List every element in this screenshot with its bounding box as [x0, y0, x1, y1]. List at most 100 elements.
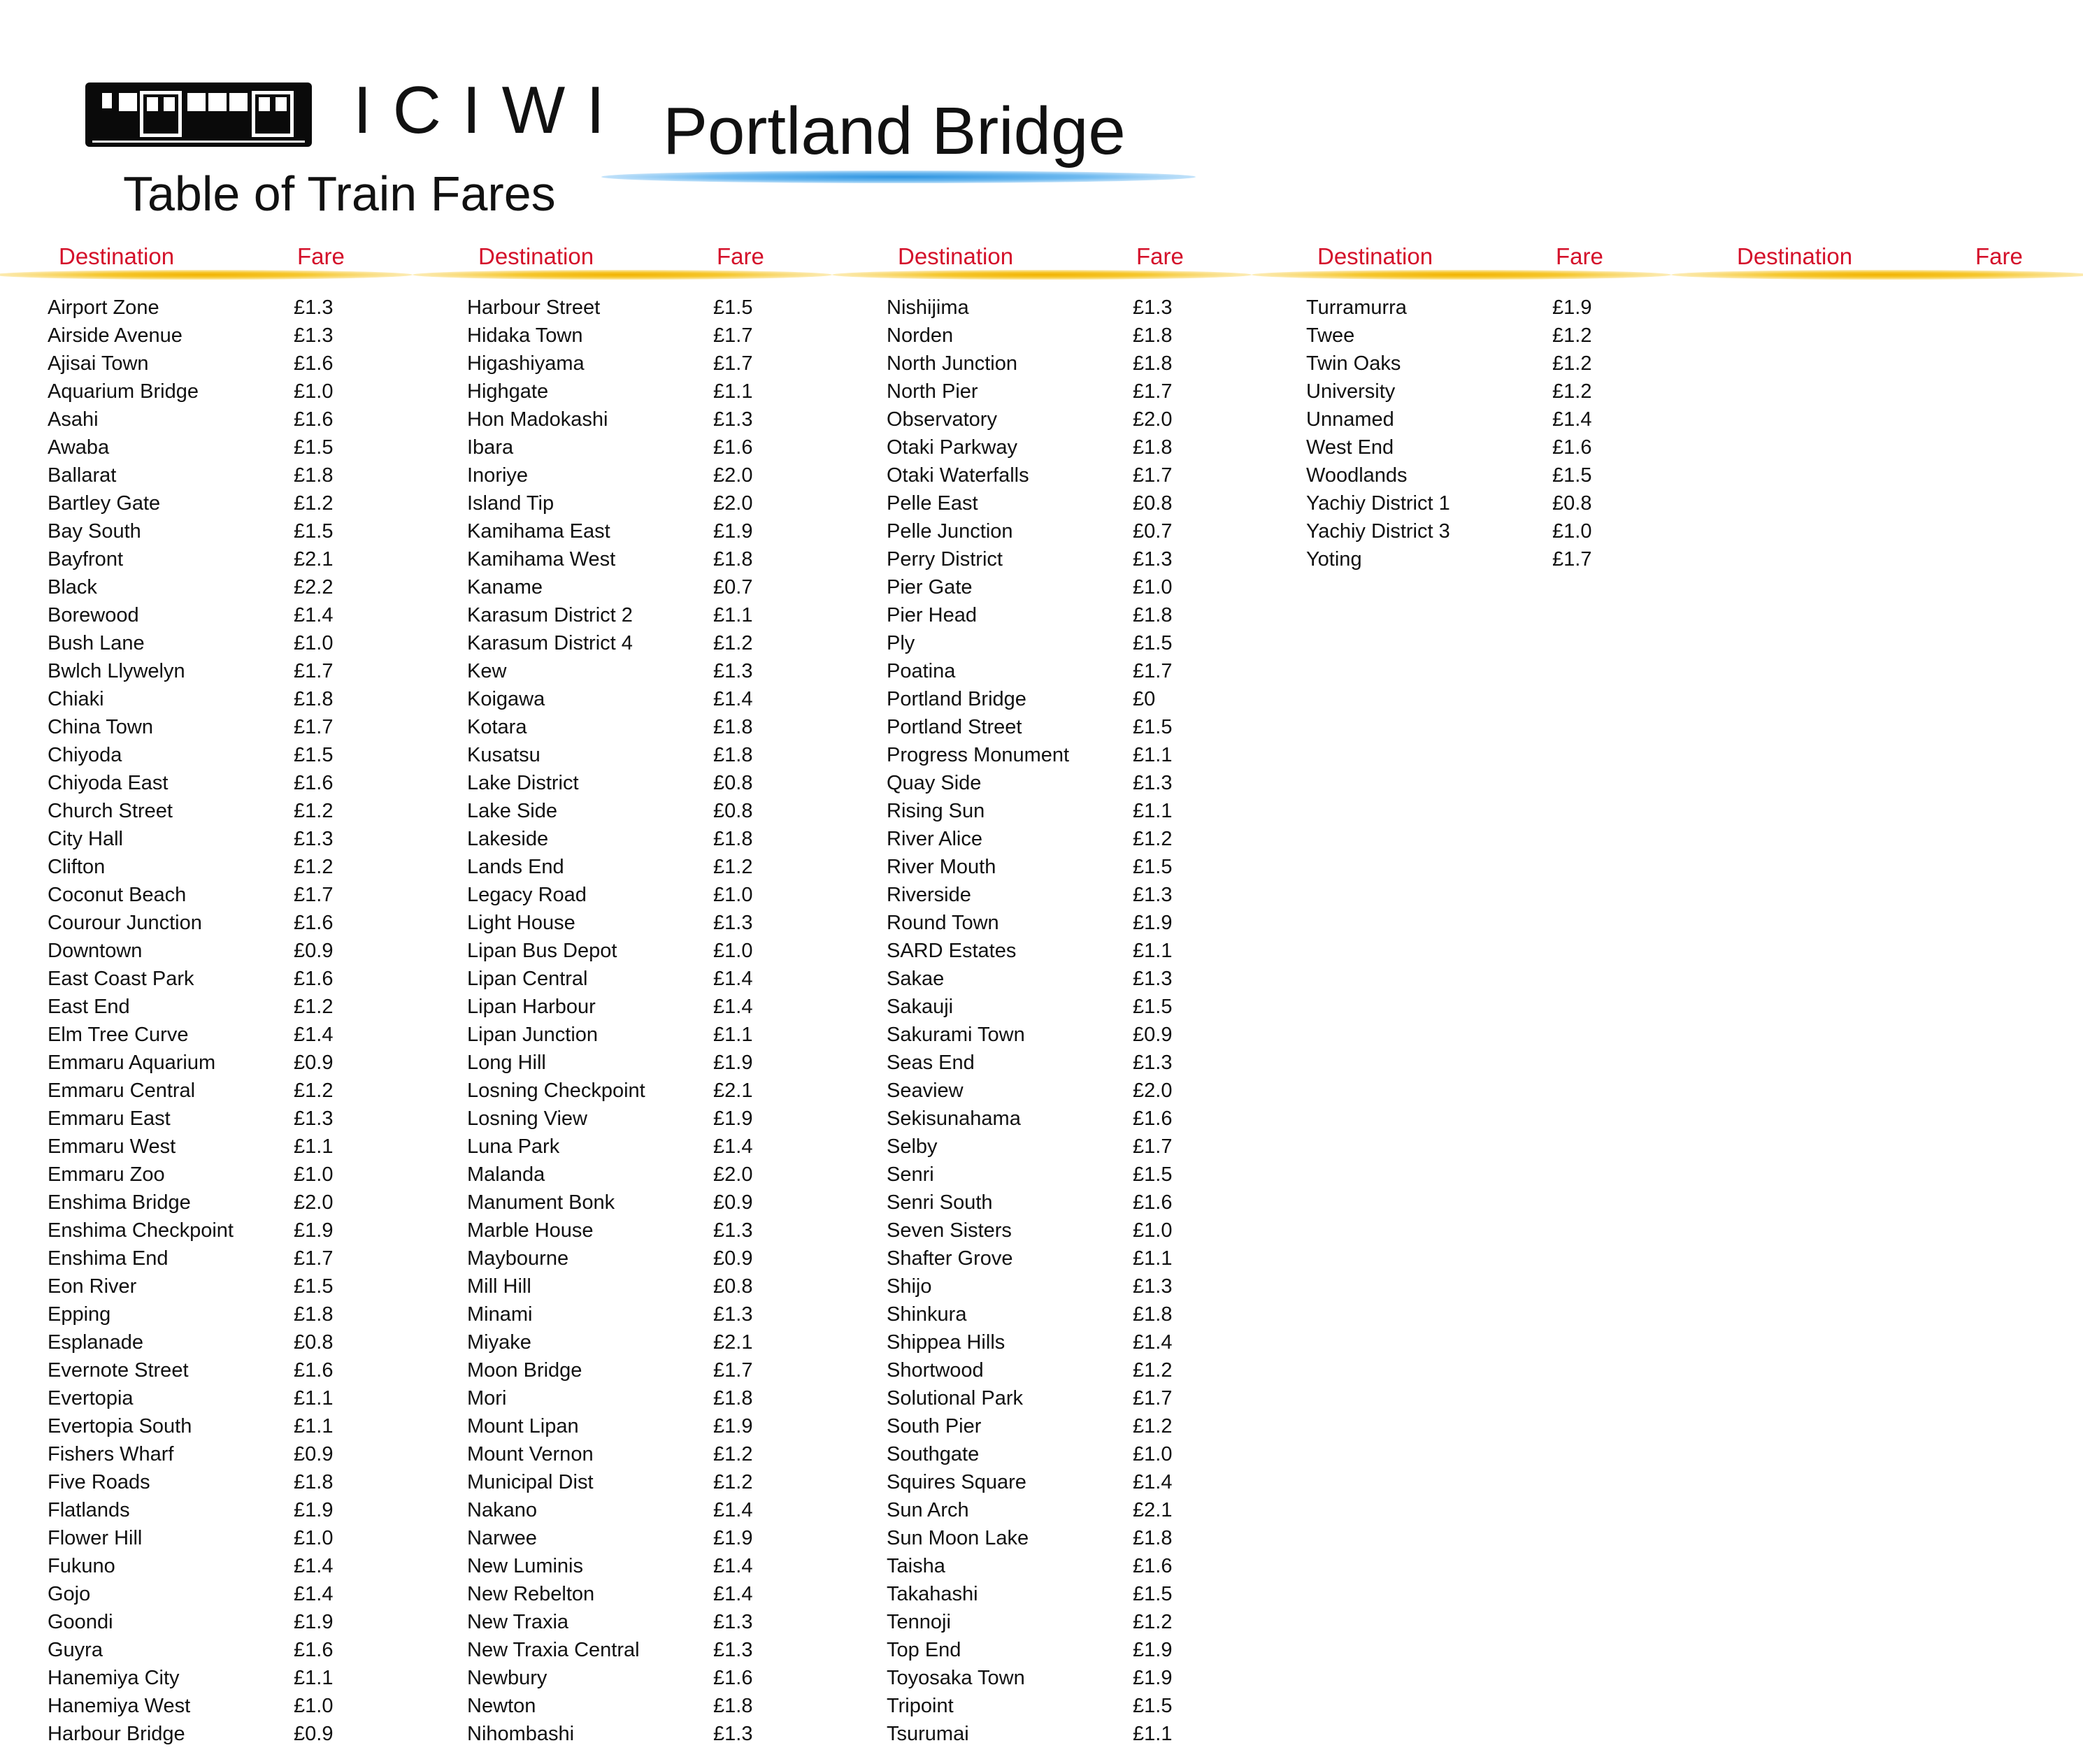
destination-name: Taisha — [887, 1555, 945, 1577]
fare-value: £1.1 — [713, 1024, 753, 1046]
table-row: Pelle East £0.8 — [839, 489, 1259, 517]
fare-value: £1.7 — [713, 352, 753, 375]
fare-value: £1.9 — [294, 1219, 334, 1242]
destination-name: Yachiy District 1 — [1306, 492, 1450, 515]
fare-value: £1.8 — [1133, 436, 1173, 459]
destination-name: East Coast Park — [48, 968, 194, 990]
fare-value: £1.4 — [1552, 408, 1592, 431]
fare-value: £1.2 — [1133, 828, 1173, 850]
table-row: Ibara £1.6 — [420, 433, 839, 461]
destination-name: Southgate — [887, 1443, 980, 1465]
station-title: Portland Bridge — [663, 94, 1126, 168]
destination-name: SARD Estates — [887, 940, 1017, 962]
fare-value: £0.8 — [713, 772, 753, 794]
fare-value: £2.0 — [1133, 408, 1173, 431]
fare-value: £1.2 — [713, 1443, 753, 1465]
table-row: Light House £1.3 — [420, 909, 839, 937]
table-row: Emmaru Aquarium £0.9 — [0, 1049, 420, 1077]
destination-name: Observatory — [887, 408, 997, 431]
fare-value: £0.7 — [713, 576, 753, 598]
table-row: Minami £1.3 — [420, 1300, 839, 1328]
destination-name: Minami — [467, 1303, 533, 1326]
destination-name: Rising Sun — [887, 800, 985, 822]
destination-name: Senri — [887, 1163, 934, 1186]
destination-name: University — [1306, 380, 1396, 403]
fare-value: £1.1 — [713, 604, 753, 626]
destination-name: Inoriye — [467, 464, 529, 487]
destination-name: Shippea Hills — [887, 1331, 1005, 1354]
table-row: Hon Madokashi £1.3 — [420, 406, 839, 433]
fare-value: £1.8 — [294, 464, 334, 487]
fare-value: £1.9 — [1133, 912, 1173, 934]
fare-value: £1.6 — [1552, 436, 1592, 459]
fare-column-4: Destination Fare Turramurra £1.9 Twee £1.2 Twi… — [1252, 243, 1678, 571]
fare-value: £1.7 — [294, 716, 334, 738]
destination-name: Unnamed — [1306, 408, 1394, 431]
fare-value: £1.9 — [294, 1499, 334, 1521]
fare-value: £0.9 — [294, 940, 334, 962]
destination-name: Sakae — [887, 968, 945, 990]
table-row: Round Town £1.9 — [839, 909, 1259, 937]
table-row: Emmaru East £1.3 — [0, 1105, 420, 1133]
fare-value: £1.7 — [1133, 464, 1173, 487]
destination-name: South Pier — [887, 1415, 982, 1437]
table-row: Nihombashi £1.3 — [420, 1720, 839, 1748]
destination-name: Bay South — [48, 520, 141, 543]
table-row: Chiaki £1.8 — [0, 685, 420, 713]
fare-value: £1.5 — [713, 296, 753, 319]
fare-header: Fare — [1975, 243, 2023, 269]
table-row: Asahi £1.6 — [0, 406, 420, 433]
table-row: Downtown £0.9 — [0, 937, 420, 965]
table-row: Flower Hill £1.0 — [0, 1524, 420, 1552]
table-row: Tennoji £1.2 — [839, 1608, 1259, 1636]
fare-value: £1.6 — [1133, 1107, 1173, 1130]
destination-name: Evernote Street — [48, 1359, 189, 1382]
destination-name: Newton — [467, 1695, 536, 1717]
table-row: Narwee £1.9 — [420, 1524, 839, 1552]
fare-value: £1.1 — [294, 1387, 334, 1410]
fare-value: £1.2 — [294, 1080, 334, 1102]
table-row: Solutional Park £1.7 — [839, 1384, 1259, 1412]
destination-name: Senri South — [887, 1191, 993, 1214]
table-row: Karasum District 2 £1.1 — [420, 601, 839, 629]
table-row: Rising Sun £1.1 — [839, 797, 1259, 825]
destination-name: Church Street — [48, 800, 173, 822]
table-row: Bartley Gate £1.2 — [0, 489, 420, 517]
table-row: Five Roads £1.8 — [0, 1468, 420, 1496]
table-row: Bayfront £2.1 — [0, 545, 420, 573]
destination-name: Emmaru West — [48, 1135, 176, 1158]
destination-name: Losning Checkpoint — [467, 1080, 645, 1102]
destination-name: Legacy Road — [467, 884, 587, 906]
table-row: Ply £1.5 — [839, 629, 1259, 657]
destination-name: Karasum District 2 — [467, 604, 633, 626]
fare-value: £1.7 — [713, 324, 753, 347]
fare-value: £0.9 — [294, 1443, 334, 1465]
table-row: Elm Tree Curve £1.4 — [0, 1021, 420, 1049]
destination-name: Courour Junction — [48, 912, 202, 934]
destination-name: Manument Bonk — [467, 1191, 615, 1214]
table-row: Church Street £1.2 — [0, 797, 420, 825]
destination-name: Mount Lipan — [467, 1415, 579, 1437]
fare-value: £1.1 — [294, 1667, 334, 1689]
table-row: Esplanade £0.8 — [0, 1328, 420, 1356]
destination-name: Takahashi — [887, 1583, 978, 1605]
table-row: Lakeside £1.8 — [420, 825, 839, 853]
fare-value: £1.3 — [294, 828, 334, 850]
fare-value: £1.3 — [713, 1723, 753, 1745]
table-row: Borewood £1.4 — [0, 601, 420, 629]
fare-header: Fare — [717, 243, 764, 269]
train-logo-icon — [85, 83, 312, 147]
fare-value: £0.8 — [713, 800, 753, 822]
table-row: Shortwood £1.2 — [839, 1356, 1259, 1384]
table-row: Higashiyama £1.7 — [420, 350, 839, 378]
destination-name: Island Tip — [467, 492, 554, 515]
fare-value: £1.5 — [1133, 856, 1173, 878]
destination-name: Nakano — [467, 1499, 537, 1521]
table-row: Portland Bridge £0 — [839, 685, 1259, 713]
table-row: Sekisunahama £1.6 — [839, 1105, 1259, 1133]
table-row: Taisha £1.6 — [839, 1552, 1259, 1580]
fare-value: £1.4 — [713, 1583, 753, 1605]
fare-value: £1.8 — [713, 548, 753, 571]
table-row: Lipan Bus Depot £1.0 — [420, 937, 839, 965]
table-row: City Hall £1.3 — [0, 825, 420, 853]
